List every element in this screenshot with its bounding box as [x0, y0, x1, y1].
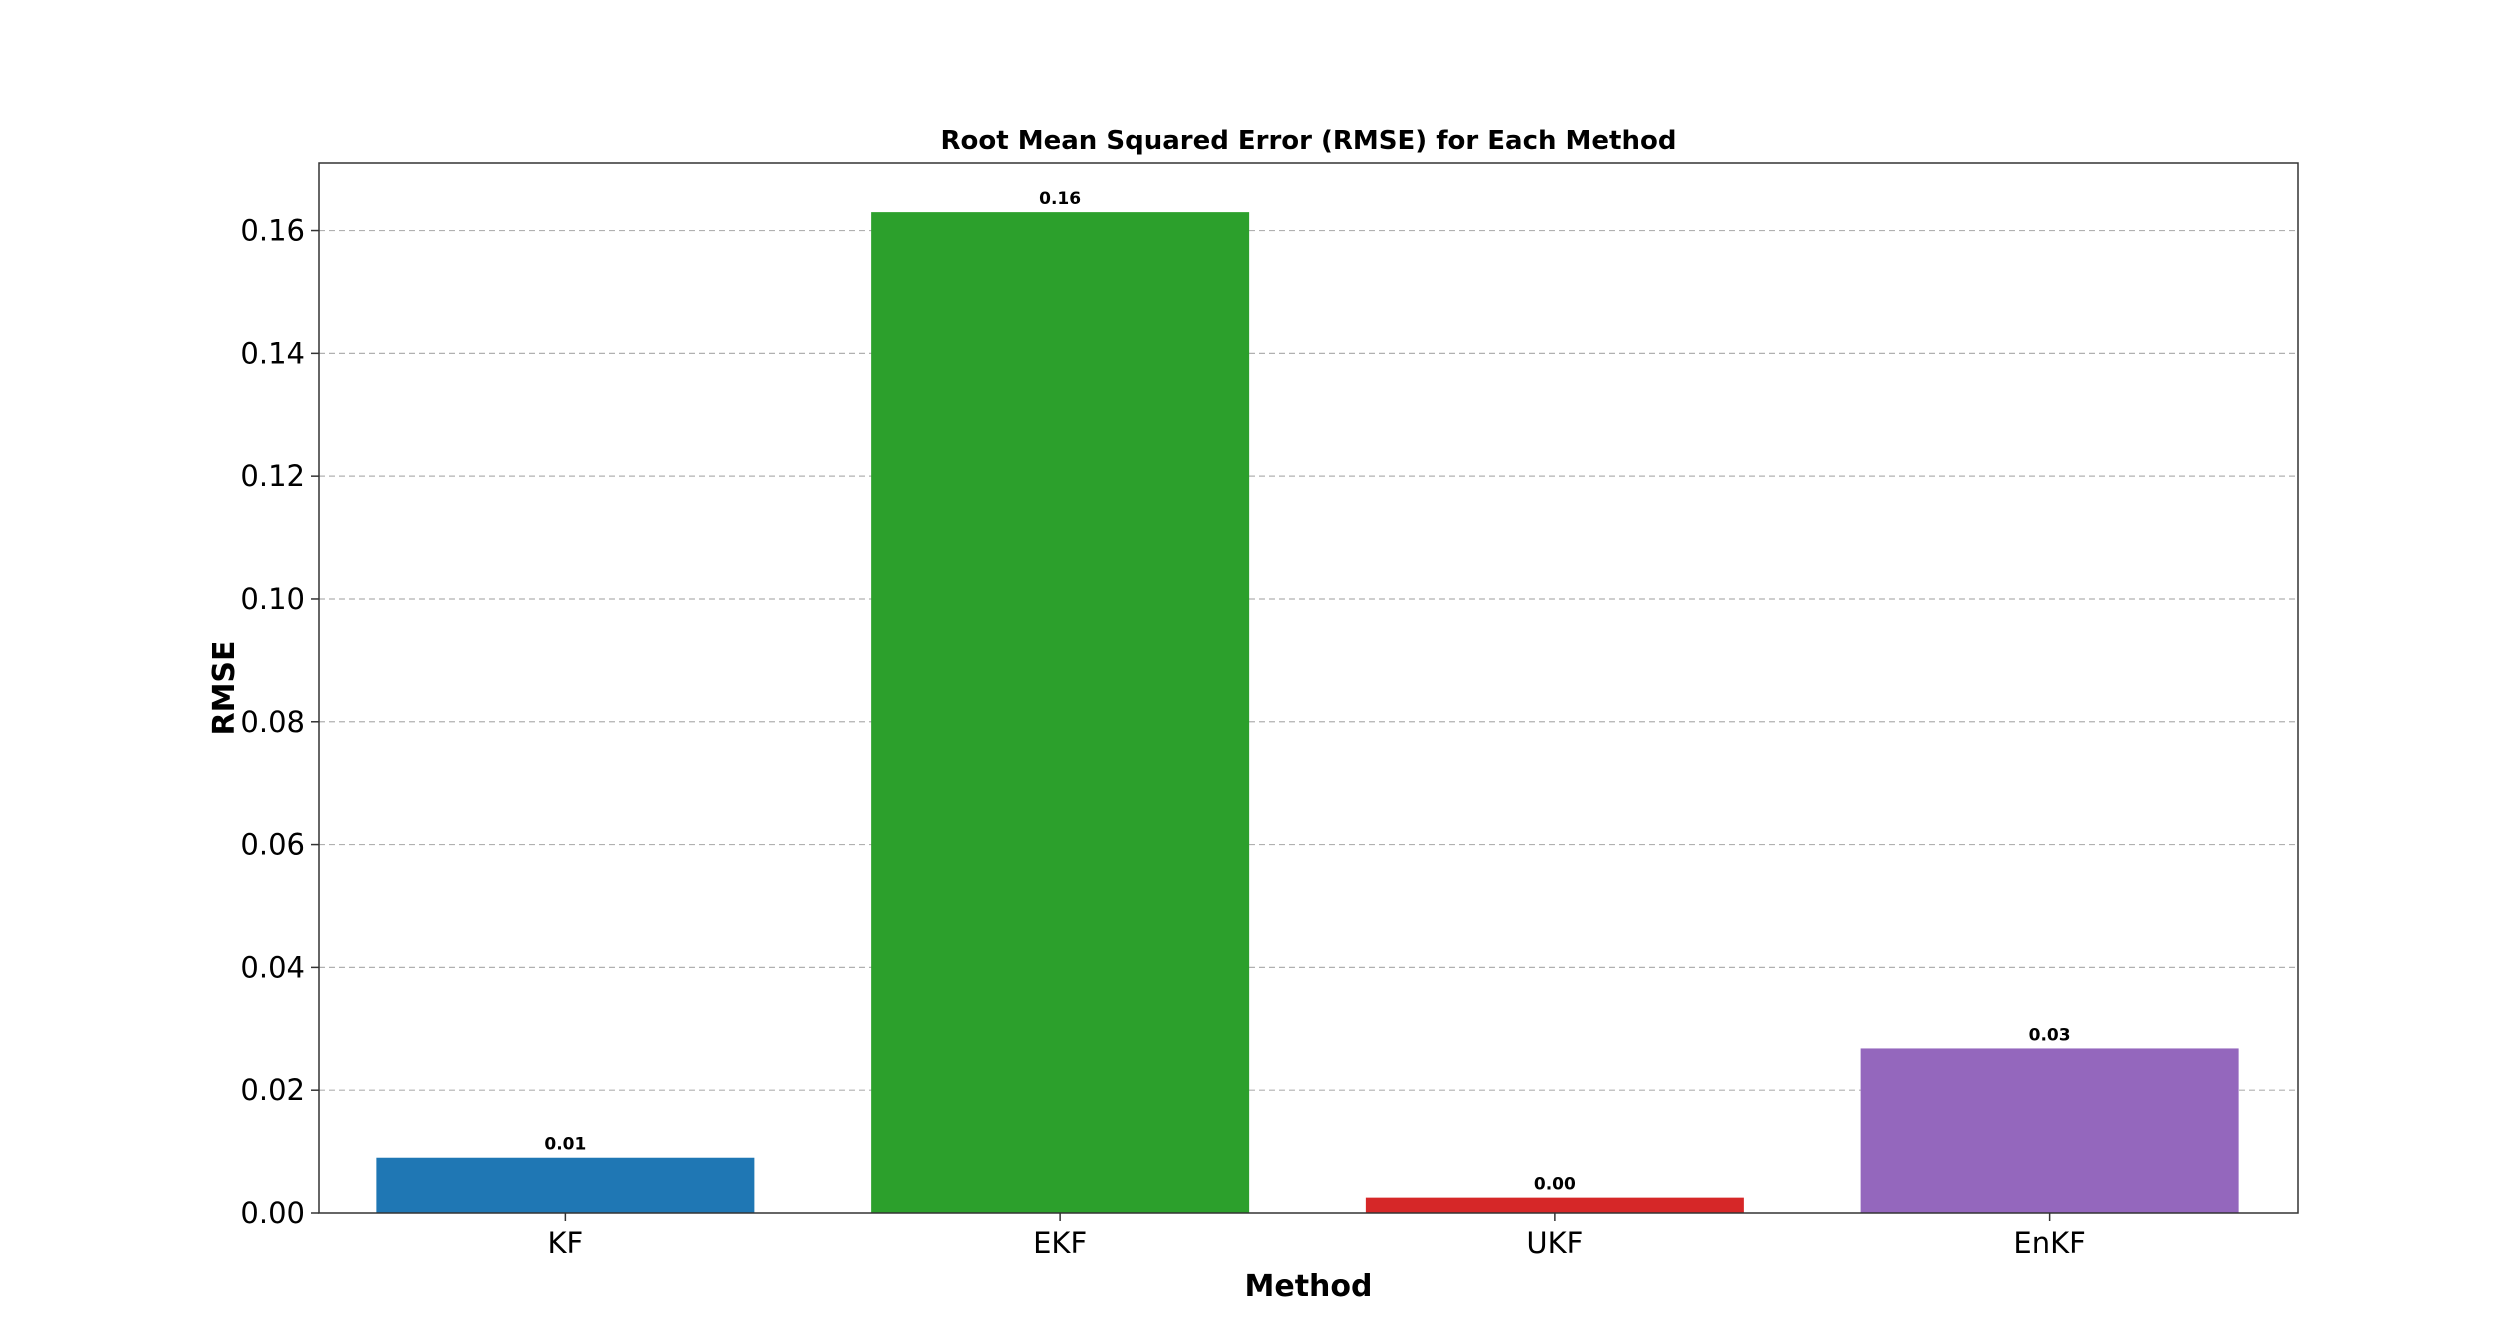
x-axis-ticks: KF EKF UKF EnKF — [548, 1213, 2086, 1260]
y-tick-label: 0.16 — [240, 214, 305, 248]
y-tick-label: 0.14 — [240, 336, 305, 370]
bar-kf — [376, 1157, 755, 1213]
bar-value-label: 0.03 — [2029, 1025, 2071, 1045]
y-tick-label: 0.08 — [240, 705, 305, 739]
bar-ukf — [1365, 1197, 1744, 1213]
bars — [376, 212, 2239, 1213]
y-tick-label: 0.10 — [240, 582, 305, 616]
y-tick-label: 0.06 — [240, 828, 305, 862]
y-tick-label: 0.00 — [240, 1196, 305, 1230]
y-tick-label: 0.04 — [240, 950, 305, 984]
y-tick-label: 0.02 — [240, 1073, 305, 1107]
x-tick-label: UKF — [1526, 1226, 1583, 1260]
bar-value-labels: 0.01 0.16 0.00 0.03 — [544, 189, 2070, 1195]
bar-value-label: 0.00 — [1534, 1175, 1576, 1195]
bar-value-label: 0.01 — [544, 1135, 586, 1155]
x-tick-label: EKF — [1033, 1226, 1087, 1260]
x-tick-label: KF — [548, 1226, 584, 1260]
plot-frame — [318, 162, 2299, 1214]
bar-ekf — [871, 212, 1250, 1213]
x-axis-label: Method — [1245, 1269, 1373, 1304]
y-axis-label: RMSE — [207, 640, 242, 735]
chart-title: Root Mean Squared Error (RMSE) for Each … — [941, 126, 1677, 156]
x-tick-label: EnKF — [2013, 1226, 2085, 1260]
y-tick-label: 0.12 — [240, 459, 305, 493]
y-axis-ticks: 0.00 0.02 0.04 0.06 0.08 0.10 0.12 0.14 0.16 — [240, 214, 319, 1230]
bar-value-label: 0.16 — [1039, 189, 1081, 209]
bar-enkf — [1860, 1048, 2239, 1213]
